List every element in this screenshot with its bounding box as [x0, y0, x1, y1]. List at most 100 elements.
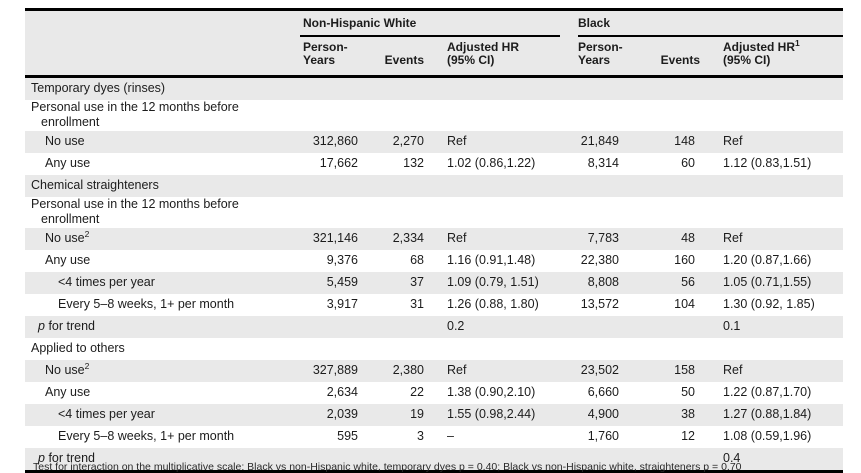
- cell: [705, 174, 844, 197]
- header-line: Adjusted HR: [447, 39, 519, 54]
- cell: 1.26 (0.88, 1.80): [425, 293, 578, 316]
- cell: 595: [300, 425, 366, 448]
- cell: 132: [366, 152, 425, 175]
- cell: [300, 174, 366, 197]
- cell: [578, 196, 645, 228]
- group-label-black: Black: [578, 16, 844, 37]
- cell: 2,039: [300, 403, 366, 426]
- cell: 56: [645, 271, 705, 294]
- table-row: Any use 17,662 132 1.02 (0.86,1.22) 8,314 60 1…: [25, 152, 844, 175]
- cell: –: [425, 425, 578, 448]
- group-header-black: Black: [578, 9, 844, 37]
- row-label-line2: enrollment: [41, 212, 100, 226]
- table-row: p for trend 0.4: [25, 447, 844, 470]
- cell: 22,380: [578, 249, 645, 272]
- hazard-ratio-table: Non-Hispanic White Black Person- Years E…: [25, 8, 844, 473]
- cell: [578, 447, 645, 470]
- row-label: Any use: [25, 152, 300, 175]
- cell: [705, 99, 844, 131]
- cell: [300, 76, 366, 100]
- cell: 1.08 (0.59,1.96): [705, 425, 844, 448]
- cell: 1.22 (0.87,1.70): [705, 381, 844, 404]
- cell: Ref: [425, 130, 578, 153]
- table-row: Any use 2,634 22 1.38 (0.90,2.10) 6,660 50 1.2…: [25, 381, 844, 404]
- col-header-person-years-nhw: Person- Years: [300, 36, 366, 78]
- label-superscript: 2: [84, 228, 90, 239]
- table-row: Chemical straighteners: [25, 174, 844, 197]
- cell: [578, 76, 645, 100]
- italic-p: p: [38, 319, 45, 333]
- cell: 1.30 (0.92, 1.85): [705, 293, 844, 316]
- label-superscript: 2: [84, 360, 90, 371]
- cell: 19: [366, 403, 425, 426]
- cell: 4,900: [578, 403, 645, 426]
- column-header-row: Person- Years Events Adjusted HR (95% CI…: [25, 36, 844, 78]
- cell: [300, 447, 366, 470]
- row-label: Every 5–8 weeks, 1+ per month: [25, 293, 300, 316]
- cell: 5,459: [300, 271, 366, 294]
- table-row: Temporary dyes (rinses): [25, 76, 844, 100]
- row-label-line2: enrollment: [41, 115, 100, 129]
- cell: [366, 76, 425, 100]
- cell: 13,572: [578, 293, 645, 316]
- cell: 60: [645, 152, 705, 175]
- cell: 327,889: [300, 359, 366, 382]
- table-row: Every 5–8 weeks, 1+ per month 3,917 31 1.26…: [25, 293, 844, 316]
- col-header-events-nhw: Events: [366, 36, 425, 78]
- footnote: Test for interaction on the multiplicati…: [33, 461, 742, 473]
- row-label: Chemical straighteners: [25, 174, 300, 197]
- cell: 2,380: [366, 359, 425, 382]
- cell: 321,146: [300, 227, 366, 250]
- cell: 1.02 (0.86,1.22): [425, 152, 578, 175]
- cell: [366, 174, 425, 197]
- col-header-events-black: Events: [645, 36, 705, 78]
- cell: 148: [645, 130, 705, 153]
- cell: 9,376: [300, 249, 366, 272]
- empty-corner-cell: [25, 9, 300, 37]
- header-line: Years: [303, 53, 336, 67]
- col-header-adjusted-hr-nhw: Adjusted HR (95% CI): [425, 36, 578, 78]
- cell: 3,917: [300, 293, 366, 316]
- cell: 2,634: [300, 381, 366, 404]
- cell: 158: [645, 359, 705, 382]
- cell: 48: [645, 227, 705, 250]
- table-row: Applied to others: [25, 337, 844, 360]
- group-header-nhw: Non-Hispanic White: [300, 9, 578, 37]
- row-label: Applied to others: [25, 337, 300, 360]
- cell: [645, 315, 705, 338]
- header-line: Person-: [578, 39, 623, 54]
- cell: [578, 174, 645, 197]
- cell: [366, 337, 425, 360]
- cell: [425, 174, 578, 197]
- cell: 37: [366, 271, 425, 294]
- cell: [705, 196, 844, 228]
- cell: 0.4: [705, 447, 844, 470]
- cell: 1.38 (0.90,2.10): [425, 381, 578, 404]
- cell: [366, 196, 425, 228]
- cell: [425, 99, 578, 131]
- row-label: <4 times per year: [25, 271, 300, 294]
- cell: [578, 315, 645, 338]
- row-label: p for trend: [25, 447, 300, 470]
- cell: [300, 196, 366, 228]
- cell: [645, 174, 705, 197]
- cell: [425, 447, 578, 470]
- table-row: Every 5–8 weeks, 1+ per month 595 3–1,760 1…: [25, 425, 844, 448]
- cell: 312,860: [300, 130, 366, 153]
- cell: 50: [645, 381, 705, 404]
- cell: [366, 315, 425, 338]
- table-row: p for trend 0.2 0.1: [25, 315, 844, 338]
- cell: Ref: [705, 359, 844, 382]
- header-line: (95% CI): [447, 53, 495, 67]
- header-superscript: 1: [795, 37, 800, 48]
- cell: 17,662: [300, 152, 366, 175]
- cell: 1.20 (0.87,1.66): [705, 249, 844, 272]
- cell: [705, 76, 844, 100]
- cell: [645, 337, 705, 360]
- cell: [300, 99, 366, 131]
- table-header: Non-Hispanic White Black Person- Years E…: [25, 9, 844, 78]
- table-row: No use2 327,889 2,380 Ref 23,502 158 Ref: [25, 359, 844, 382]
- table-row: No use 312,860 2,270 Ref 21,849 148 Ref: [25, 130, 844, 153]
- row-label: Every 5–8 weeks, 1+ per month: [25, 425, 300, 448]
